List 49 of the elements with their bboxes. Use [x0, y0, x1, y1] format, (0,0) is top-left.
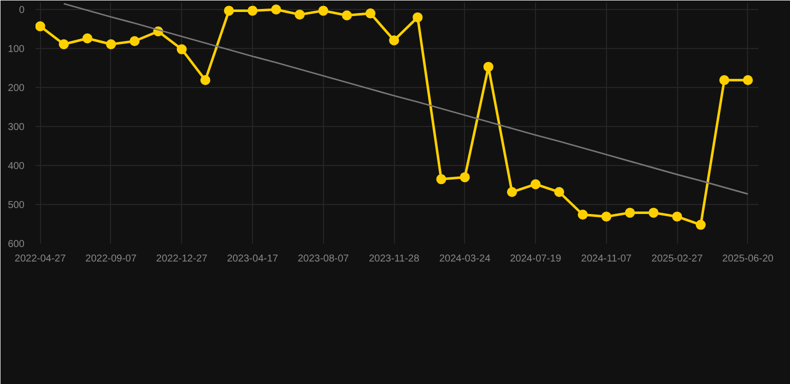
y-tick-label: 500	[8, 200, 25, 212]
y-tick-label: 400	[8, 161, 25, 172]
point	[224, 6, 234, 16]
x-tick-label: 2022-12-27	[156, 254, 208, 264]
point	[248, 6, 258, 16]
x-tick-label: 2024-11-07	[581, 254, 632, 264]
point	[176, 44, 187, 54]
point	[648, 208, 659, 218]
point	[530, 179, 541, 190]
x-tick-label: 2023-11-28	[368, 254, 420, 264]
x-tick-label: 2024-03-24	[439, 254, 491, 264]
line-series	[63, 2, 749, 195]
point	[554, 187, 564, 198]
point	[58, 39, 69, 50]
point	[318, 6, 328, 16]
point	[460, 172, 470, 182]
point	[106, 39, 116, 50]
point	[130, 36, 140, 46]
point	[389, 35, 400, 46]
point	[436, 174, 446, 184]
y-tick-label: 100	[8, 44, 25, 56]
x-tick-label: 2022-04-27	[14, 254, 66, 264]
x-tick-label: 2025-06-20	[722, 254, 774, 264]
y-tick-label: 0	[18, 5, 25, 16]
point	[624, 208, 635, 218]
point	[200, 75, 210, 86]
point	[82, 33, 92, 44]
y-tick-label: 200	[8, 83, 25, 94]
point	[36, 21, 46, 32]
point	[696, 220, 706, 230]
point	[412, 12, 423, 22]
point	[578, 210, 588, 220]
point	[506, 187, 517, 198]
y-tick-label: 600	[8, 239, 25, 250]
point	[601, 212, 612, 222]
point	[719, 75, 730, 86]
x-tick-label: 2022-09-07	[85, 254, 137, 264]
point	[365, 8, 376, 18]
x-tick-label: 2023-04-17	[226, 254, 279, 264]
x-tick-label: 2025-02-27	[652, 254, 704, 264]
point	[342, 10, 352, 20]
y-tick-label: 300	[8, 122, 25, 134]
point	[742, 75, 753, 86]
point	[294, 10, 305, 20]
point	[672, 212, 682, 222]
x-tick-label: 2023-08-07	[298, 254, 350, 264]
point	[271, 4, 282, 15]
point	[483, 62, 494, 72]
x-tick-label: 2024-07-19	[510, 254, 562, 264]
